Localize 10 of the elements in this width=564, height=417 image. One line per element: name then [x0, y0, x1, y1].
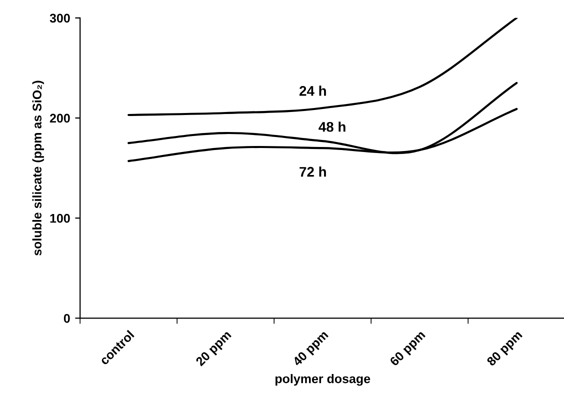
- y-tick-label: 200: [50, 114, 70, 123]
- y-tick-label: 0: [64, 314, 70, 323]
- series-label: 72 h: [300, 166, 326, 177]
- line-series: [128, 18, 518, 116]
- series-label: 24 h: [299, 86, 326, 96]
- y-axis-title: soluble silicate (ppm as SiO₂): [32, 80, 44, 256]
- series-label: 48 h: [318, 122, 346, 132]
- x-axis-title: polymer dosage: [276, 374, 370, 386]
- y-tick-label: 100: [50, 214, 70, 223]
- y-tick-label: 300: [50, 14, 70, 23]
